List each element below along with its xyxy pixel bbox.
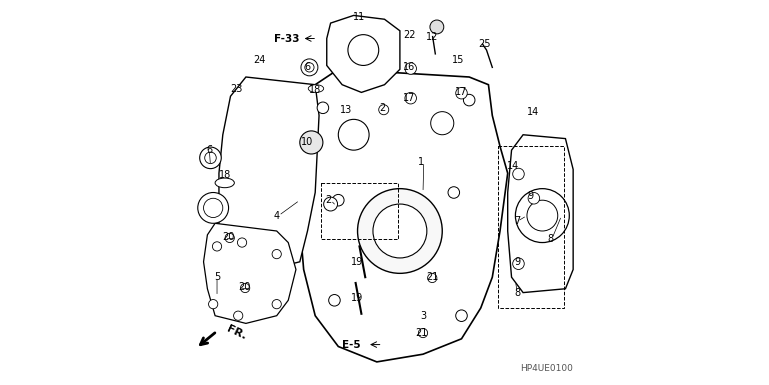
Circle shape	[378, 105, 389, 115]
Text: 22: 22	[403, 30, 416, 40]
Text: 20: 20	[222, 232, 235, 242]
Text: 11: 11	[353, 12, 365, 22]
Circle shape	[332, 194, 344, 206]
Text: 8: 8	[547, 234, 553, 244]
Text: 9: 9	[514, 257, 521, 267]
Circle shape	[358, 189, 442, 273]
Bar	[321, 183, 398, 239]
Ellipse shape	[215, 178, 235, 188]
Text: F-33: F-33	[274, 33, 299, 44]
Circle shape	[448, 187, 460, 198]
Text: 16: 16	[404, 62, 416, 72]
Wedge shape	[281, 135, 431, 212]
Text: 13: 13	[340, 105, 352, 115]
Text: 4: 4	[274, 211, 280, 221]
Circle shape	[513, 258, 524, 269]
Circle shape	[405, 63, 417, 74]
Text: 17: 17	[455, 87, 468, 97]
Text: 21: 21	[427, 272, 439, 282]
Circle shape	[305, 63, 314, 72]
Text: 5: 5	[214, 272, 220, 282]
Circle shape	[301, 59, 318, 76]
Text: 15: 15	[451, 55, 464, 65]
Circle shape	[456, 87, 468, 99]
Circle shape	[200, 147, 221, 169]
Polygon shape	[300, 69, 508, 362]
Bar	[498, 146, 564, 308]
Text: HP4UE0100: HP4UE0100	[521, 365, 573, 373]
Text: 23: 23	[230, 84, 242, 94]
Text: 14: 14	[508, 161, 520, 171]
Polygon shape	[204, 223, 296, 323]
Circle shape	[527, 200, 558, 231]
Text: 25: 25	[478, 39, 491, 49]
Circle shape	[241, 283, 250, 293]
Circle shape	[317, 102, 328, 114]
Circle shape	[338, 119, 369, 150]
Text: 18: 18	[309, 85, 321, 95]
Circle shape	[528, 192, 540, 204]
Text: 2: 2	[379, 103, 386, 113]
Circle shape	[198, 192, 228, 223]
Text: E-5: E-5	[342, 340, 361, 350]
Circle shape	[225, 233, 235, 243]
Text: FR.: FR.	[225, 324, 248, 342]
Wedge shape	[304, 162, 404, 212]
Text: 21: 21	[415, 328, 428, 338]
Text: 9: 9	[528, 191, 534, 201]
Ellipse shape	[308, 85, 324, 92]
Circle shape	[272, 249, 281, 259]
Circle shape	[456, 310, 468, 321]
Text: 2: 2	[325, 195, 331, 205]
Text: 8: 8	[514, 288, 521, 298]
Circle shape	[205, 152, 216, 164]
Text: 10: 10	[301, 137, 314, 147]
Text: 19: 19	[351, 293, 364, 303]
Circle shape	[418, 328, 428, 338]
Text: 17: 17	[403, 93, 416, 103]
Text: 6: 6	[206, 145, 212, 155]
Text: 12: 12	[427, 32, 439, 42]
Circle shape	[238, 238, 247, 247]
Circle shape	[430, 20, 444, 34]
Text: 18: 18	[218, 170, 231, 180]
Polygon shape	[219, 77, 319, 270]
Circle shape	[431, 112, 454, 135]
Text: 1: 1	[418, 157, 424, 167]
Circle shape	[208, 300, 218, 309]
Text: 6: 6	[305, 62, 311, 72]
Text: 3: 3	[420, 311, 426, 321]
Circle shape	[348, 35, 378, 65]
Circle shape	[272, 300, 281, 309]
Circle shape	[212, 242, 221, 251]
Circle shape	[204, 198, 223, 218]
Circle shape	[515, 189, 569, 243]
Circle shape	[324, 197, 338, 211]
Circle shape	[234, 311, 243, 320]
Circle shape	[464, 94, 475, 106]
Text: 24: 24	[253, 55, 265, 65]
Circle shape	[405, 92, 417, 104]
Polygon shape	[327, 15, 400, 92]
Circle shape	[373, 204, 427, 258]
Circle shape	[428, 273, 437, 283]
Text: 7: 7	[514, 216, 521, 226]
Text: 19: 19	[351, 257, 364, 267]
Text: 20: 20	[238, 282, 250, 292]
Polygon shape	[508, 135, 573, 293]
Circle shape	[328, 295, 340, 306]
Circle shape	[300, 131, 323, 154]
Circle shape	[513, 168, 524, 180]
Text: 14: 14	[527, 107, 539, 117]
